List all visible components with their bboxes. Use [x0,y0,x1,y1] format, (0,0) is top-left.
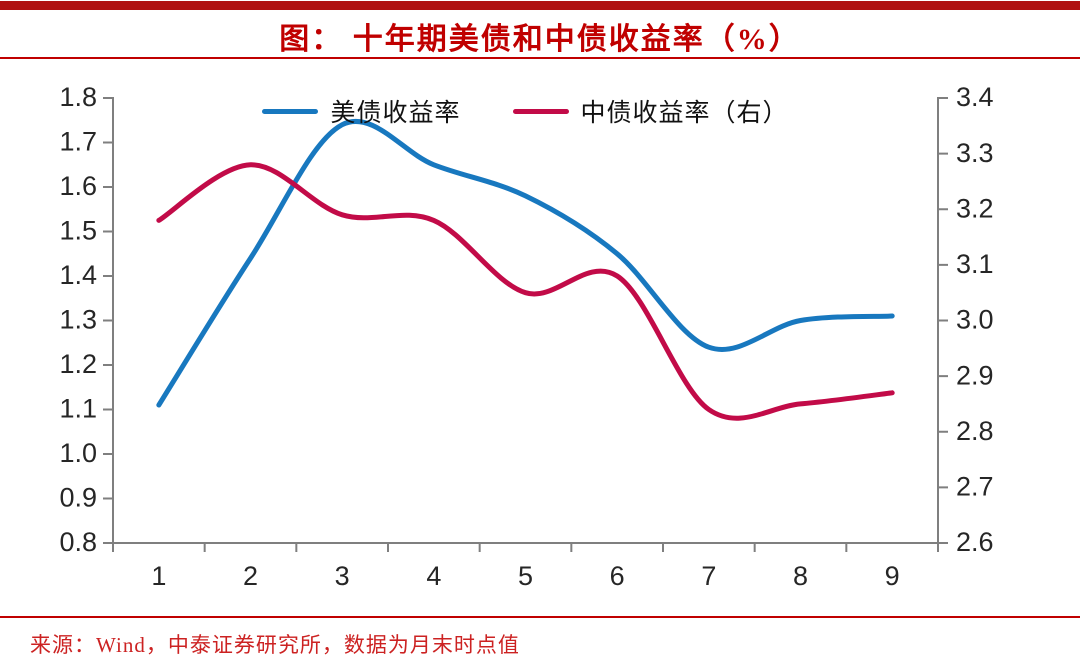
x-axis-tick-label: 6 [610,561,625,591]
x-axis-tick-label: 4 [426,561,441,591]
right-axis-tick-label: 2.6 [956,527,994,557]
right-axis-tick-label: 2.7 [956,472,994,502]
legend-item-us-yield: 美债收益率 [262,93,460,129]
right-axis-tick-label: 2.8 [956,416,994,446]
x-axis-tick-label: 9 [885,561,900,591]
right-axis-tick-label: 3.1 [956,249,994,279]
legend-label-cn-yield: 中债收益率（右） [580,100,789,127]
x-axis-tick-label: 7 [701,561,716,591]
legend-item-cn-yield: 中债收益率（右） [512,93,789,129]
left-axis-tick-label: 1.2 [59,349,97,379]
left-axis-tick-label: 0.9 [59,483,97,513]
cn-yield-line [156,162,895,421]
left-axis-tick-label: 1.1 [59,394,97,424]
source-divider [0,616,1080,618]
left-axis-tick-label: 0.8 [59,527,97,557]
left-axis-tick-label: 1.8 [59,82,97,112]
title-divider [0,57,1080,59]
right-axis-tick-label: 2.9 [956,360,994,390]
right-axis-tick-label: 3.0 [956,305,994,335]
x-axis-tick-label: 2 [243,561,258,591]
left-axis-tick-label: 1.0 [59,438,97,468]
left-axis-tick-label: 1.6 [59,171,97,201]
us-line-swatch [262,108,319,114]
right-axis-tick-label: 3.3 [956,138,994,168]
x-axis-tick-label: 8 [793,561,808,591]
x-axis-tick-label: 1 [151,561,166,591]
figure-title: 图： 十年期美债和中债收益率（%） [279,23,801,56]
right-axis-tick-label: 3.2 [956,193,994,223]
legend-label-us-yield: 美债收益率 [330,100,461,127]
x-axis-tick-label: 3 [335,561,350,591]
right-axis-tick-label: 3.4 [956,82,994,112]
source-note: 来源：Wind，中泰证券研究所，数据为月末时点值 [30,633,520,657]
left-axis-tick-label: 1.5 [59,216,97,246]
left-axis-tick-label: 1.7 [59,127,97,157]
cn-line-swatch [512,108,569,114]
left-axis-tick-label: 1.4 [59,260,97,290]
left-axis-tick-label: 1.3 [59,305,97,335]
top-red-bar [0,1,1080,10]
x-axis-tick-label: 5 [518,561,533,591]
us-yield-line [156,119,895,408]
chart-legend: 美债收益率 中债收益率（右） [113,95,938,127]
